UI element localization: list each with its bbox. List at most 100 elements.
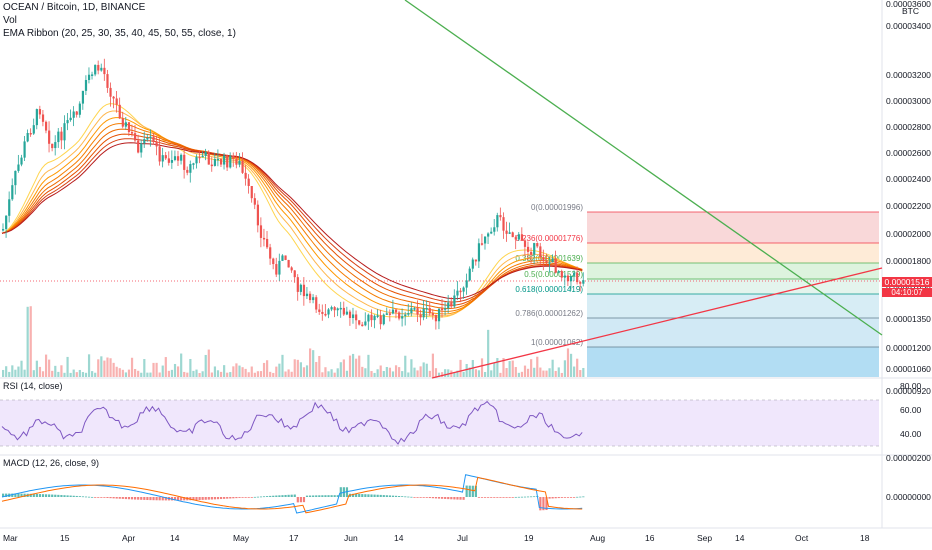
volume-bar	[474, 369, 477, 377]
macd-histogram-bar	[413, 497, 416, 498]
volume-bar	[94, 372, 97, 377]
candle-body	[563, 275, 567, 278]
macd-histogram-bar	[11, 493, 14, 497]
ascending-trendline[interactable]	[431, 267, 883, 379]
candle-body	[367, 314, 370, 322]
candle-body	[69, 117, 72, 121]
macd-histogram-bar	[514, 496, 517, 498]
macd-histogram-bar	[351, 493, 355, 497]
volume-bar	[281, 354, 284, 377]
volume-bar	[533, 367, 536, 377]
macd-histogram-bar	[219, 497, 223, 500]
candle-body	[130, 132, 134, 134]
volume-bar	[483, 372, 487, 377]
macd-histogram-bar	[569, 497, 573, 498]
volume-bar	[66, 356, 69, 377]
volume-bar	[278, 363, 281, 377]
macd-histogram-bar	[130, 497, 134, 500]
candle-body	[78, 103, 81, 115]
candle-body	[118, 104, 121, 119]
macd-histogram-bar	[216, 497, 220, 500]
volume-bar	[140, 372, 143, 377]
volume-bar	[91, 371, 94, 377]
volume-bar	[134, 368, 137, 377]
fib-zone-1	[587, 243, 879, 263]
volume-bar	[517, 372, 520, 377]
candle-body	[106, 74, 109, 88]
volume-bar	[428, 370, 431, 377]
macd-histogram-bar	[511, 497, 514, 498]
candle-body	[51, 143, 54, 149]
descending-trendline[interactable]	[404, 0, 883, 336]
volume-bar	[315, 361, 318, 377]
volume-bar	[324, 367, 327, 377]
macd-histogram-bar	[103, 497, 106, 498]
macd-histogram-bar	[548, 497, 551, 499]
candle-body	[345, 311, 349, 315]
candle-body	[302, 284, 306, 297]
macd-histogram-bar	[91, 496, 94, 498]
candle-body	[81, 90, 85, 104]
macd-histogram-bar	[35, 493, 38, 497]
volume-bar	[158, 372, 161, 377]
volume-bar	[146, 372, 149, 377]
volume-bar	[419, 366, 422, 377]
candle-body	[511, 232, 514, 238]
macd-histogram-bar	[312, 495, 315, 497]
rsi-pane[interactable]: 80.00 60.00 40.00	[0, 381, 922, 447]
time-axis[interactable]: Mar 15 Apr 14 May 17 Jun 14 Jul 19 Aug 16 Sep 14 Oct 18	[3, 533, 870, 543]
candle-body	[35, 109, 38, 126]
candle-body	[324, 313, 327, 316]
volume-bar	[35, 360, 38, 377]
price-axis[interactable]: 0.00003600 BTC 0.00003400 0.00003200 0.000…	[886, 0, 931, 396]
macd-pane[interactable]: 0.00000200 0.00000000	[1, 453, 931, 514]
fib-label-4: 0.618(0.00001419)	[515, 285, 583, 294]
candle-body	[186, 169, 189, 173]
fib-retracement[interactable]: 0(0.00001996) 0.236(0.00001776) 0.382(0.…	[515, 203, 879, 377]
volume-bar	[490, 370, 493, 377]
volume-bar	[32, 370, 35, 377]
candle-body	[250, 185, 253, 199]
candle-body	[155, 142, 158, 147]
candle-body	[548, 262, 551, 264]
price-tick-label: 0.00002400	[886, 174, 931, 184]
candle-body	[223, 155, 226, 165]
fib-zone-0	[587, 212, 879, 243]
volume-bar	[321, 372, 324, 377]
candle-body	[112, 96, 115, 99]
macd-histogram-bar	[51, 494, 54, 497]
candle-body	[173, 156, 177, 161]
macd-histogram-bar	[183, 497, 186, 501]
macd-histogram-bar	[5, 493, 8, 497]
volume-bar	[130, 357, 134, 377]
volume-bar	[176, 366, 180, 377]
volume-bar	[336, 368, 339, 377]
volume-bar	[505, 368, 508, 377]
price-tick-label: 0.00003400	[886, 21, 931, 31]
candlesticks[interactable]	[2, 58, 585, 330]
volume-bar	[121, 369, 124, 377]
macd-histogram-bar	[69, 495, 72, 497]
volume-bar	[342, 359, 345, 377]
macd-histogram-bar	[272, 495, 275, 497]
volume-bar	[554, 370, 557, 377]
price-tick-label: 0.00002000	[886, 229, 931, 239]
macd-histogram-bar	[425, 497, 428, 498]
volume-bar	[198, 372, 201, 377]
fib-label-5: 0.786(0.00001262)	[515, 309, 583, 318]
macd-histogram-bar	[259, 496, 263, 498]
candle-body	[219, 158, 223, 165]
macd-histogram-bar	[78, 496, 81, 497]
macd-histogram-bar	[287, 494, 290, 497]
volume-bar	[382, 371, 385, 377]
macd-histogram-bar	[124, 497, 127, 500]
macd-histogram-bar	[97, 497, 100, 498]
candle-body	[447, 302, 450, 309]
candle-body	[579, 282, 582, 284]
candle-body	[539, 246, 542, 258]
volume-bar	[247, 372, 250, 377]
candle-body	[422, 308, 425, 318]
volume-bar	[358, 355, 361, 377]
candle-body	[161, 155, 164, 162]
